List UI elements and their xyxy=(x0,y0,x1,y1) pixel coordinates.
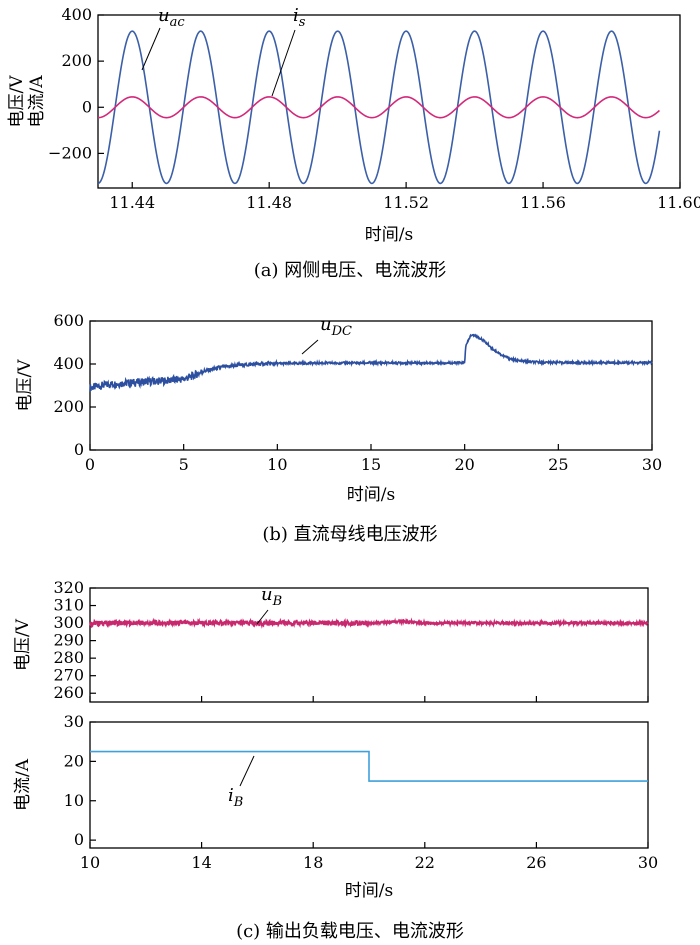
y-tick-label: 200 xyxy=(61,51,92,70)
x-tick-label: 20 xyxy=(454,455,474,474)
series-line-u-B xyxy=(89,617,649,629)
plot-frame xyxy=(89,721,649,849)
y-tick-label: −200 xyxy=(48,143,92,162)
x-tick-label: 5 xyxy=(179,455,189,474)
y-tick-label: 320 xyxy=(53,578,84,597)
y-tick-label: 310 xyxy=(53,596,84,615)
y-tick-label: 200 xyxy=(53,397,84,416)
x-tick-label: 10 xyxy=(267,455,287,474)
panel-c-current: 10 14 18 22 26 30 0 10 20 30 iB 电流/A 时间/s xyxy=(13,712,658,901)
x-tick-label: 11.56 xyxy=(520,193,566,212)
series-label-i-s: is xyxy=(293,5,306,30)
x-tick-label: 25 xyxy=(548,455,568,474)
y-axis-label: 电流/A xyxy=(13,758,33,811)
caption-c: (c) 输出负载电压、电流波形 xyxy=(236,921,464,942)
y-tick-label: 30 xyxy=(64,712,84,731)
x-tick-label: 0 xyxy=(85,455,95,474)
x-tick-label: 30 xyxy=(642,455,662,474)
panel-b: 0 5 10 15 20 25 30 0 200 400 600 uDC 电压/V 时间/s xyxy=(15,311,662,505)
y-axis-label: 电压/V xyxy=(15,359,35,412)
y-axis-label-voltage: 电压/V xyxy=(7,75,27,128)
series-label-u-DC: uDC xyxy=(320,314,352,339)
y-tick-label: 0 xyxy=(82,97,92,116)
x-tick-label: 11.60 xyxy=(657,193,700,212)
y-tick-label: 400 xyxy=(53,354,84,373)
caption-a: (a) 网侧电压、电流波形 xyxy=(254,260,447,281)
x-axis-label: 时间/s xyxy=(345,881,393,901)
y-tick-label: 260 xyxy=(53,683,84,702)
x-tick-label: 30 xyxy=(638,853,658,872)
x-tick-label: 26 xyxy=(526,853,546,872)
y-tick-label: 0 xyxy=(74,440,84,459)
y-tick-label: 300 xyxy=(53,613,84,632)
series-line-i-B xyxy=(90,750,648,782)
x-tick-label: 15 xyxy=(361,455,381,474)
y-tick-label: 280 xyxy=(53,648,84,667)
plot-frame xyxy=(89,587,649,703)
x-tick-label: 11.48 xyxy=(246,193,292,212)
series-line-u-DC xyxy=(89,333,653,392)
y-tick-label: 0 xyxy=(74,830,84,849)
x-tick-label: 11.44 xyxy=(109,193,155,212)
x-axis-label: 时间/s xyxy=(365,225,413,245)
caption-b: (b) 直流母线电压波形 xyxy=(262,524,437,545)
x-tick-label: 18 xyxy=(303,853,323,872)
series-line-u_ac xyxy=(97,30,661,185)
y-tick-label: 20 xyxy=(64,751,84,770)
leader-line-u-B xyxy=(256,609,269,625)
plot-frame xyxy=(89,320,653,451)
x-tick-label: 11.52 xyxy=(383,193,429,212)
leader-line-i-s xyxy=(271,29,296,97)
x-tick-label: 22 xyxy=(415,853,435,872)
y-axis-label-current: 电流/A xyxy=(27,75,47,128)
x-axis-label: 时间/s xyxy=(347,485,395,505)
leader-line-u-ac xyxy=(141,27,161,71)
y-tick-label: 290 xyxy=(53,631,84,650)
y-axis-label: 电压/V xyxy=(13,618,33,671)
plot-frame xyxy=(97,14,681,189)
x-tick-label: 14 xyxy=(191,853,211,872)
leader-line-i-B xyxy=(239,755,255,787)
y-tick-label: 10 xyxy=(64,791,84,810)
x-tick-label: 10 xyxy=(80,853,100,872)
series-line-i_s xyxy=(97,96,660,119)
y-tick-label: 400 xyxy=(61,5,92,24)
panel-a: 11.44 11.48 11.52 11.56 11.60 −200 0 200 400 uac i… xyxy=(7,5,700,245)
series-label-i-B: iB xyxy=(228,785,243,810)
series-label-u-ac: uac xyxy=(158,5,185,30)
y-tick-label: 270 xyxy=(53,666,84,685)
leader-line-u-DC xyxy=(301,339,319,355)
y-tick-label: 600 xyxy=(53,311,84,330)
